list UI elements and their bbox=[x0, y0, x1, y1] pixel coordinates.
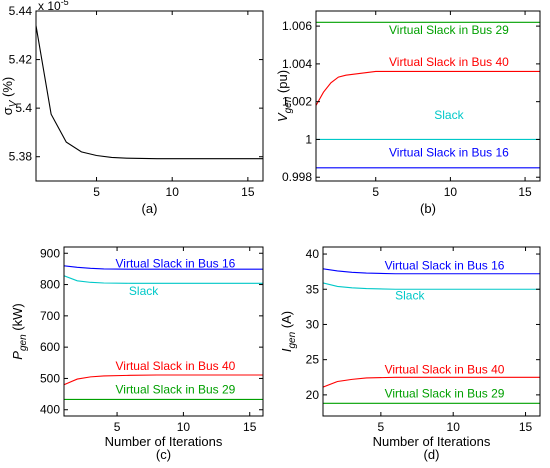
panel-label: (b) bbox=[420, 201, 436, 216]
series-line-d-0 bbox=[323, 268, 540, 275]
panel-label: (d) bbox=[424, 447, 440, 462]
y-axis-label-sub: V bbox=[8, 99, 19, 107]
x-tick-label: 15 bbox=[241, 185, 255, 199]
y-axis-label-sub: gen bbox=[283, 96, 294, 113]
x-axis-label: Number of Iterations bbox=[105, 434, 223, 449]
y-axis-label-main: I bbox=[279, 348, 294, 352]
axes-frame bbox=[322, 246, 541, 417]
y-tick-label: 1.004 bbox=[282, 57, 312, 71]
y-axis-label-main: P bbox=[10, 351, 25, 360]
x-tick-label: 5 bbox=[93, 185, 100, 199]
x-tick-label: 10 bbox=[447, 420, 461, 434]
y-tick-label: 40 bbox=[306, 247, 320, 261]
y-axis-label: Igen (A) bbox=[279, 311, 298, 352]
y-axis-label-unit: (A) bbox=[279, 311, 294, 332]
y-axis-label-main: V bbox=[275, 112, 290, 122]
panel-c: 5 10 15 400 500 600 700 800 900 Pgen (kW) Number o… bbox=[10, 246, 264, 462]
series-line-b-1 bbox=[316, 70, 540, 106]
series-annotation: Virtual Slack in Bus 29 bbox=[389, 23, 509, 37]
y-tick-label: 5.38 bbox=[9, 150, 33, 164]
series-line-c-1 bbox=[64, 275, 263, 284]
series-annotation: Slack bbox=[129, 284, 159, 298]
series-line-d-1 bbox=[323, 282, 540, 290]
y-tick-label: 20 bbox=[306, 388, 320, 402]
panel-label: (a) bbox=[142, 201, 158, 216]
y-tick-label: 30 bbox=[306, 317, 320, 331]
series-line-c-0 bbox=[64, 265, 263, 270]
series-annotation: Virtual Slack in Bus 16 bbox=[385, 258, 505, 272]
y-tick-label: 5.4 bbox=[15, 101, 32, 115]
axes-frame bbox=[35, 10, 264, 182]
y-axis-label: Vgen (pu) bbox=[275, 70, 294, 122]
exponent-label: x 10-5 bbox=[38, 0, 69, 13]
panel-d: 5 10 15 20 25 30 35 40 Igen (A) Number of Iterati… bbox=[279, 246, 541, 462]
y-axis-label: σV (%) bbox=[0, 77, 19, 116]
series-annotation: Virtual Slack in Bus 16 bbox=[116, 256, 236, 270]
y-tick-label: 500 bbox=[40, 371, 60, 385]
y-tick-label: 25 bbox=[306, 353, 320, 367]
y-tick-label: 700 bbox=[40, 309, 60, 323]
axes-frame bbox=[315, 10, 541, 182]
panel-label: (c) bbox=[156, 447, 171, 462]
x-tick-label: 10 bbox=[177, 420, 191, 434]
y-axis-label-sub: gen bbox=[18, 334, 29, 351]
axes-frame bbox=[63, 246, 264, 417]
series-annotation: Virtual Slack in Bus 16 bbox=[389, 146, 509, 160]
series-line-a-0 bbox=[36, 25, 263, 160]
y-tick-label: 5.42 bbox=[9, 53, 33, 67]
x-tick-label: 5 bbox=[372, 185, 379, 199]
panel-b: 5 10 15 0.998 1 1.002 1.004 1.006 Vgen (pu) (b) Vi… bbox=[275, 10, 541, 216]
y-tick-label: 0.998 bbox=[282, 170, 312, 184]
x-tick-label: 5 bbox=[378, 420, 385, 434]
series-line-c-2 bbox=[64, 374, 263, 386]
exponent-power: -5 bbox=[61, 0, 69, 7]
y-axis-label-unit: (%) bbox=[0, 77, 15, 101]
y-axis-label: Pgen (kW) bbox=[10, 303, 29, 359]
exponent-base: x 10 bbox=[38, 0, 61, 13]
series-annotation: Virtual Slack in Bus 40 bbox=[385, 363, 505, 377]
series-annotation: Slack bbox=[395, 289, 425, 303]
y-tick-label: 5.44 bbox=[9, 4, 33, 18]
x-tick-label: 15 bbox=[519, 420, 533, 434]
x-tick-label: 10 bbox=[444, 185, 458, 199]
y-tick-label: 800 bbox=[40, 278, 60, 292]
y-tick-label: 35 bbox=[306, 282, 320, 296]
y-tick-label: 1.006 bbox=[282, 19, 312, 33]
y-tick-label: 1.002 bbox=[282, 95, 312, 109]
series-annotation: Virtual Slack in Bus 29 bbox=[116, 382, 236, 396]
series-annotation: Virtual Slack in Bus 29 bbox=[385, 386, 505, 400]
series-annotation: Virtual Slack in Bus 40 bbox=[389, 55, 509, 69]
y-axis-label-sub: gen bbox=[287, 331, 298, 348]
y-tick-label: 900 bbox=[40, 246, 60, 260]
x-axis-label: Number of Iterations bbox=[373, 434, 491, 449]
y-tick-label: 400 bbox=[40, 403, 60, 417]
series-annotation: Slack bbox=[434, 108, 464, 122]
x-tick-label: 10 bbox=[166, 185, 180, 199]
y-axis-label-unit: (pu) bbox=[275, 70, 290, 97]
series-line-d-2 bbox=[323, 376, 540, 388]
y-axis-label-main: σ bbox=[0, 107, 15, 115]
y-tick-label: 1 bbox=[305, 132, 312, 146]
series-annotation: Virtual Slack in Bus 40 bbox=[116, 359, 236, 373]
x-tick-label: 5 bbox=[114, 420, 121, 434]
y-axis-label-unit: (kW) bbox=[10, 303, 25, 334]
panel-a: 5 10 15 5.38 5.4 5.42 5.44 x 10-5 σV (%) (a) bbox=[0, 0, 264, 216]
y-tick-label: 600 bbox=[40, 340, 60, 354]
x-tick-label: 15 bbox=[518, 185, 532, 199]
x-tick-label: 15 bbox=[243, 420, 257, 434]
